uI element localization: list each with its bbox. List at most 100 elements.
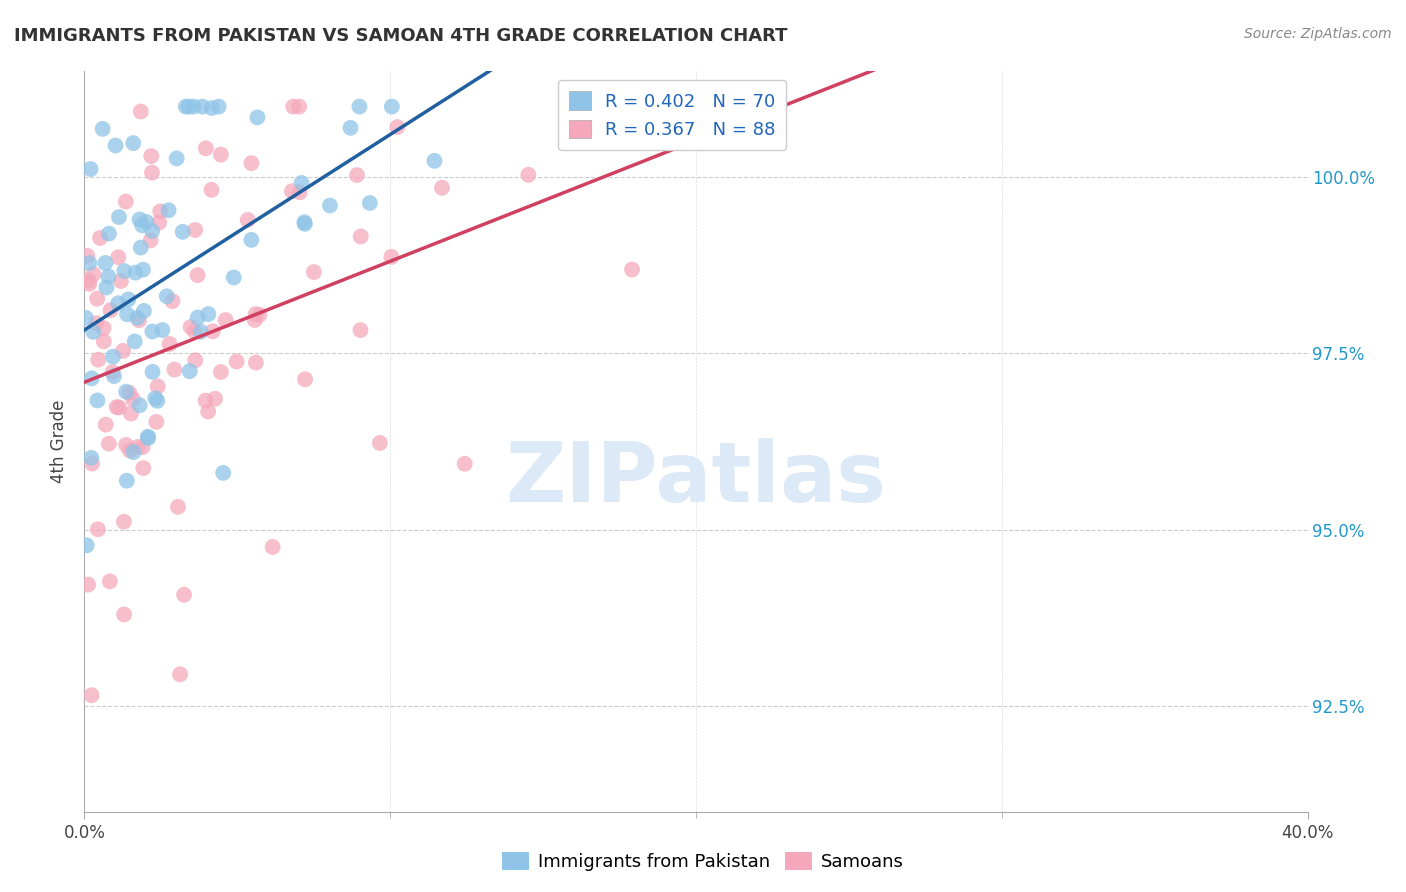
Point (122, 445, 145, 459)
Legend: R = 0.402   N = 70, R = 0.367   N = 88: R = 0.402 N = 70, R = 0.367 N = 88 (558, 80, 786, 150)
Point (76, 249, 98, 263)
Point (115, 307, 138, 321)
Point (112, 515, 135, 529)
Point (166, 152, 188, 166)
Point (80, 688, 103, 702)
Point (141, 325, 163, 339)
Point (179, 364, 201, 378)
Point (86, 292, 108, 306)
Point (131, 440, 153, 454)
Point (101, 365, 124, 379)
Point (107, 296, 129, 310)
Point (302, 265, 325, 279)
Point (100, 303, 122, 318)
Point (79, 161, 101, 176)
Text: ZIPatlas: ZIPatlas (506, 438, 886, 519)
Point (201, 101, 224, 115)
Point (236, 213, 259, 227)
Point (87, 352, 110, 367)
Point (118, 443, 141, 458)
Point (127, 440, 149, 454)
Point (288, 100, 311, 114)
Point (191, 100, 214, 114)
Point (159, 337, 181, 351)
Point (128, 212, 150, 227)
Point (246, 111, 269, 125)
Point (136, 429, 159, 443)
Point (149, 204, 172, 219)
Point (169, 667, 191, 681)
Point (97, 269, 120, 284)
Point (194, 393, 217, 408)
Point (225, 354, 247, 368)
Point (76, 538, 98, 552)
Point (204, 392, 226, 406)
Point (214, 313, 236, 327)
Point (281, 184, 304, 198)
Point (381, 100, 404, 114)
Point (208, 100, 231, 114)
Point (115, 438, 138, 452)
Point (146, 393, 169, 408)
Point (201, 324, 224, 338)
Point (94, 417, 117, 432)
Point (184, 353, 207, 368)
Point (517, 168, 540, 182)
Point (186, 268, 208, 282)
Point (209, 147, 232, 161)
Point (122, 136, 145, 150)
Point (77, 274, 100, 288)
Point (118, 385, 141, 400)
Point (80, 371, 103, 385)
Point (120, 407, 142, 421)
Point (82, 325, 104, 339)
Point (294, 217, 316, 231)
Point (104, 138, 127, 153)
Point (156, 289, 179, 303)
Point (132, 461, 155, 475)
Point (132, 262, 155, 277)
Point (294, 372, 316, 386)
Point (346, 168, 368, 182)
Point (93, 334, 115, 349)
Point (77, 577, 100, 591)
Point (110, 274, 132, 288)
Point (94, 256, 117, 270)
Point (180, 320, 202, 334)
Point (128, 398, 150, 412)
Point (105, 400, 128, 414)
Point (292, 215, 315, 229)
Point (183, 324, 205, 338)
Point (96, 280, 118, 294)
Point (174, 100, 197, 114)
Point (150, 323, 173, 337)
Point (141, 365, 163, 379)
Point (173, 588, 195, 602)
Point (115, 194, 138, 209)
Point (135, 215, 157, 229)
Point (145, 415, 167, 429)
Point (146, 379, 169, 393)
Point (167, 500, 190, 514)
Point (197, 404, 219, 418)
Point (212, 466, 235, 480)
Point (108, 401, 131, 415)
Point (194, 141, 217, 155)
Point (423, 153, 446, 168)
Point (141, 166, 163, 180)
Point (243, 313, 266, 327)
Point (184, 223, 207, 237)
Point (350, 229, 373, 244)
Point (454, 457, 477, 471)
Point (222, 270, 245, 285)
Point (115, 384, 138, 399)
Legend: Immigrants from Pakistan, Samoans: Immigrants from Pakistan, Samoans (495, 845, 911, 879)
Text: Source: ZipAtlas.com: Source: ZipAtlas.com (1244, 27, 1392, 41)
Point (131, 219, 153, 233)
Point (163, 362, 186, 376)
Point (107, 250, 129, 264)
Point (89, 231, 111, 245)
Point (98, 574, 121, 589)
Point (283, 100, 305, 114)
Point (177, 100, 200, 114)
